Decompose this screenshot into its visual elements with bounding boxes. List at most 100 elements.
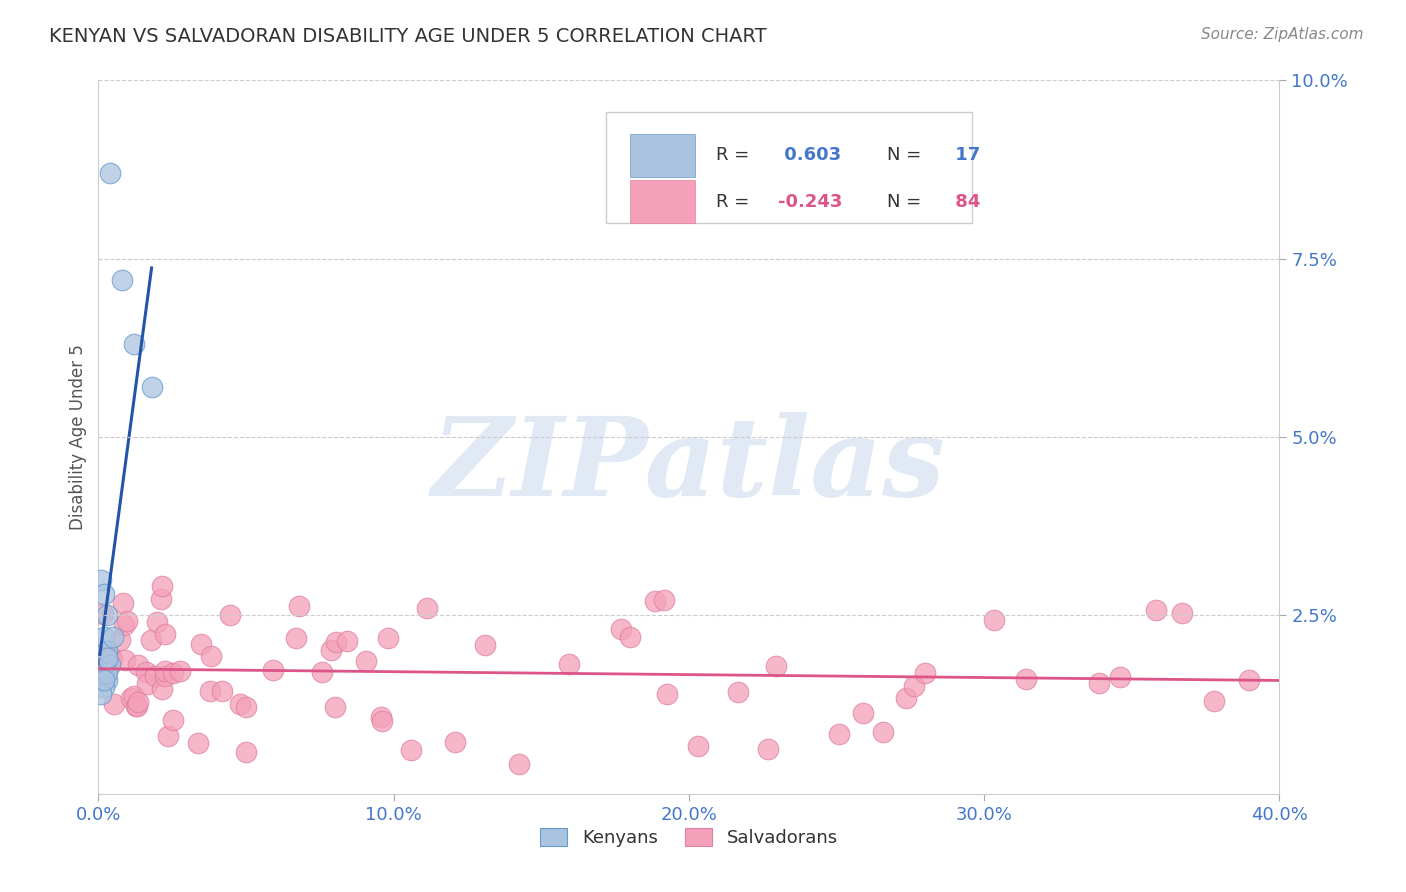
Text: R =: R = (716, 193, 755, 211)
Point (852, 706, 875, 721)
Text: 84: 84 (949, 193, 980, 211)
Point (619, 630, 641, 644)
Text: KENYAN VS SALVADORAN DISABILITY AGE UNDER 5 CORRELATION CHART: KENYAN VS SALVADORAN DISABILITY AGE UNDE… (49, 27, 766, 45)
Point (644, 594, 666, 608)
FancyBboxPatch shape (630, 134, 695, 177)
Point (127, 658, 149, 673)
Point (122, 337, 145, 351)
Point (903, 679, 925, 693)
Point (120, 690, 142, 705)
Point (354, 655, 377, 669)
Point (91, 673, 114, 688)
Point (399, 742, 422, 756)
Point (125, 699, 148, 714)
Legend: Kenyans, Salvadorans: Kenyans, Salvadorans (531, 819, 846, 856)
Point (474, 638, 496, 652)
Point (727, 685, 749, 699)
Point (686, 739, 709, 753)
Point (93, 607, 115, 622)
Point (96, 673, 118, 687)
Point (145, 615, 167, 629)
Point (211, 683, 233, 698)
Point (872, 724, 894, 739)
Point (153, 669, 176, 683)
Point (652, 593, 675, 607)
FancyBboxPatch shape (606, 112, 973, 223)
Point (90, 687, 112, 701)
Text: 0.603: 0.603 (778, 146, 841, 164)
Point (93, 630, 115, 644)
Point (111, 273, 134, 287)
Point (1087, 675, 1109, 690)
Point (135, 677, 157, 691)
FancyBboxPatch shape (630, 180, 695, 223)
Point (150, 579, 173, 593)
Point (103, 697, 125, 711)
Point (112, 618, 135, 632)
Point (96, 665, 118, 680)
Point (371, 714, 394, 728)
Point (98, 658, 121, 673)
Point (896, 690, 918, 705)
Point (125, 699, 148, 714)
Point (198, 683, 221, 698)
Point (96, 608, 118, 623)
Point (336, 634, 359, 648)
Text: R =: R = (716, 146, 755, 164)
Point (96, 651, 118, 665)
Point (416, 601, 439, 615)
Point (219, 608, 242, 623)
Point (610, 622, 633, 636)
Point (285, 631, 308, 645)
Point (508, 756, 530, 771)
Point (1171, 606, 1194, 620)
Point (143, 669, 166, 683)
Point (114, 652, 136, 666)
Point (149, 591, 172, 606)
Point (1015, 672, 1038, 686)
Point (262, 663, 284, 677)
Point (150, 682, 173, 697)
Point (311, 665, 333, 679)
Point (162, 714, 184, 728)
Y-axis label: Disability Age Under 5: Disability Age Under 5 (69, 344, 87, 530)
Text: Source: ZipAtlas.com: Source: ZipAtlas.com (1201, 27, 1364, 42)
Point (828, 727, 851, 741)
Point (169, 664, 191, 678)
Point (153, 664, 176, 678)
Point (108, 633, 131, 648)
Point (141, 380, 163, 394)
Point (235, 745, 257, 759)
Point (1237, 673, 1260, 687)
Point (229, 698, 252, 712)
Point (93, 650, 115, 665)
Point (90, 573, 112, 587)
Point (117, 614, 139, 628)
Point (325, 700, 347, 714)
Point (1144, 602, 1167, 616)
Point (122, 689, 145, 703)
Point (100, 651, 122, 665)
Point (200, 648, 222, 663)
Text: 17: 17 (949, 146, 980, 164)
Point (101, 652, 124, 666)
Point (325, 635, 347, 649)
Point (1109, 670, 1132, 684)
Point (112, 596, 135, 610)
Point (235, 699, 257, 714)
Point (756, 741, 779, 756)
Point (914, 666, 936, 681)
Point (98, 166, 121, 180)
Point (657, 687, 679, 701)
Point (162, 665, 184, 680)
Point (983, 614, 1005, 628)
Point (444, 734, 467, 748)
Point (96, 665, 118, 679)
Point (370, 710, 392, 724)
Text: N =: N = (887, 193, 928, 211)
Text: ZIPatlas: ZIPatlas (432, 412, 946, 519)
Point (103, 630, 125, 644)
Point (1202, 694, 1225, 708)
Point (96, 644, 118, 658)
Point (127, 695, 149, 709)
